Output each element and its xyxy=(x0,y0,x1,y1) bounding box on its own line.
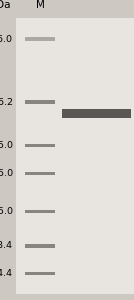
Bar xyxy=(25,172,55,176)
Bar xyxy=(62,109,131,118)
Bar xyxy=(25,37,55,41)
Text: 35.0: 35.0 xyxy=(0,169,13,178)
Bar xyxy=(25,210,55,214)
Text: kDa: kDa xyxy=(0,0,11,10)
Bar xyxy=(25,244,55,248)
Bar xyxy=(25,100,55,104)
Bar xyxy=(25,144,55,147)
Text: 18.4: 18.4 xyxy=(0,242,13,250)
Text: 25.0: 25.0 xyxy=(0,207,13,216)
FancyBboxPatch shape xyxy=(16,18,134,294)
Text: 116.0: 116.0 xyxy=(0,34,13,43)
Text: M: M xyxy=(36,0,45,10)
Bar xyxy=(25,272,55,275)
Text: 14.4: 14.4 xyxy=(0,269,13,278)
Text: 45.0: 45.0 xyxy=(0,141,13,150)
Text: 66.2: 66.2 xyxy=(0,98,13,106)
